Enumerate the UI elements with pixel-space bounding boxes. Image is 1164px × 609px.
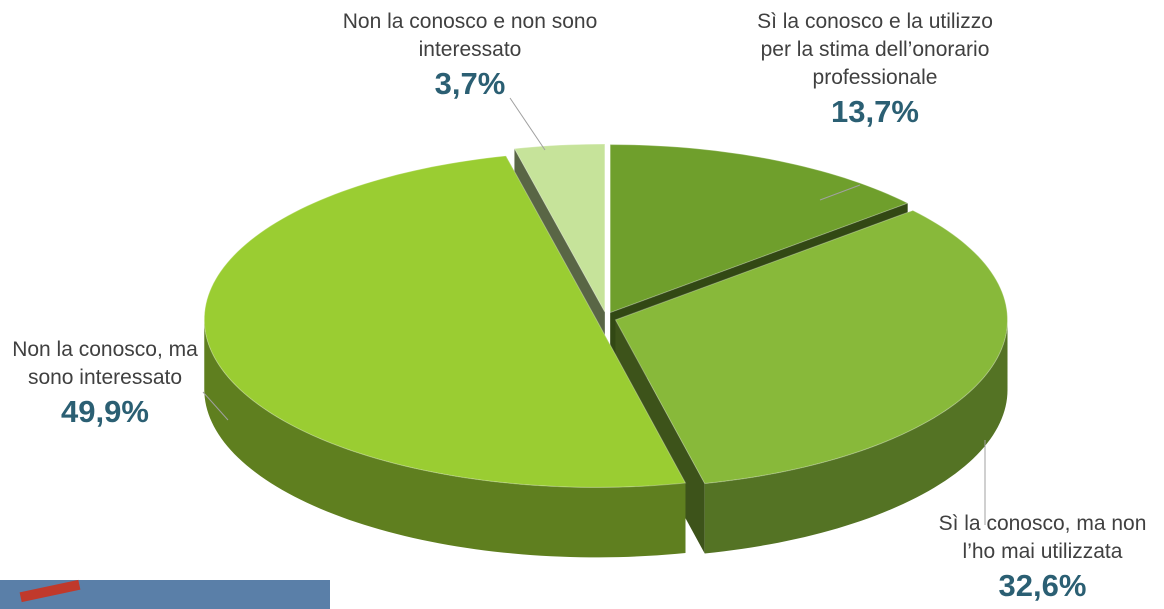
slice-wall [204, 319, 686, 558]
slice-label: Non la conosco, ma sono interessato 49,9% [0, 336, 210, 432]
leader-line [509, 97, 546, 151]
leader-line [819, 184, 861, 201]
slice-label: Sì la conosco, ma non l’ho mai utilizzat… [920, 510, 1164, 606]
value-label: 49,9% [61, 394, 149, 429]
leader-line [202, 391, 229, 421]
category-label: Non la conosco e non sono interessato [342, 10, 598, 61]
value-label: 3,7% [434, 66, 506, 101]
slice [609, 144, 909, 314]
value-label: 13,7% [831, 94, 919, 129]
category-label: Sì la conosco, ma non l’ho mai utilizzat… [938, 512, 1147, 563]
slice [203, 155, 687, 488]
value-label: 32,6% [998, 568, 1087, 603]
slice-label: Non la conosco e non sono interessato 3,7… [340, 8, 600, 104]
photo-fragment [19, 579, 81, 603]
slice [614, 209, 1008, 484]
category-label: Sì la conosco e la utilizzo per la stima… [757, 10, 993, 89]
slice [513, 143, 606, 313]
category-label: Non la conosco, ma sono interessato [12, 338, 198, 389]
slice-wall [704, 319, 1008, 554]
slice-label: Sì la conosco e la utilizzo per la stima… [740, 8, 1010, 132]
